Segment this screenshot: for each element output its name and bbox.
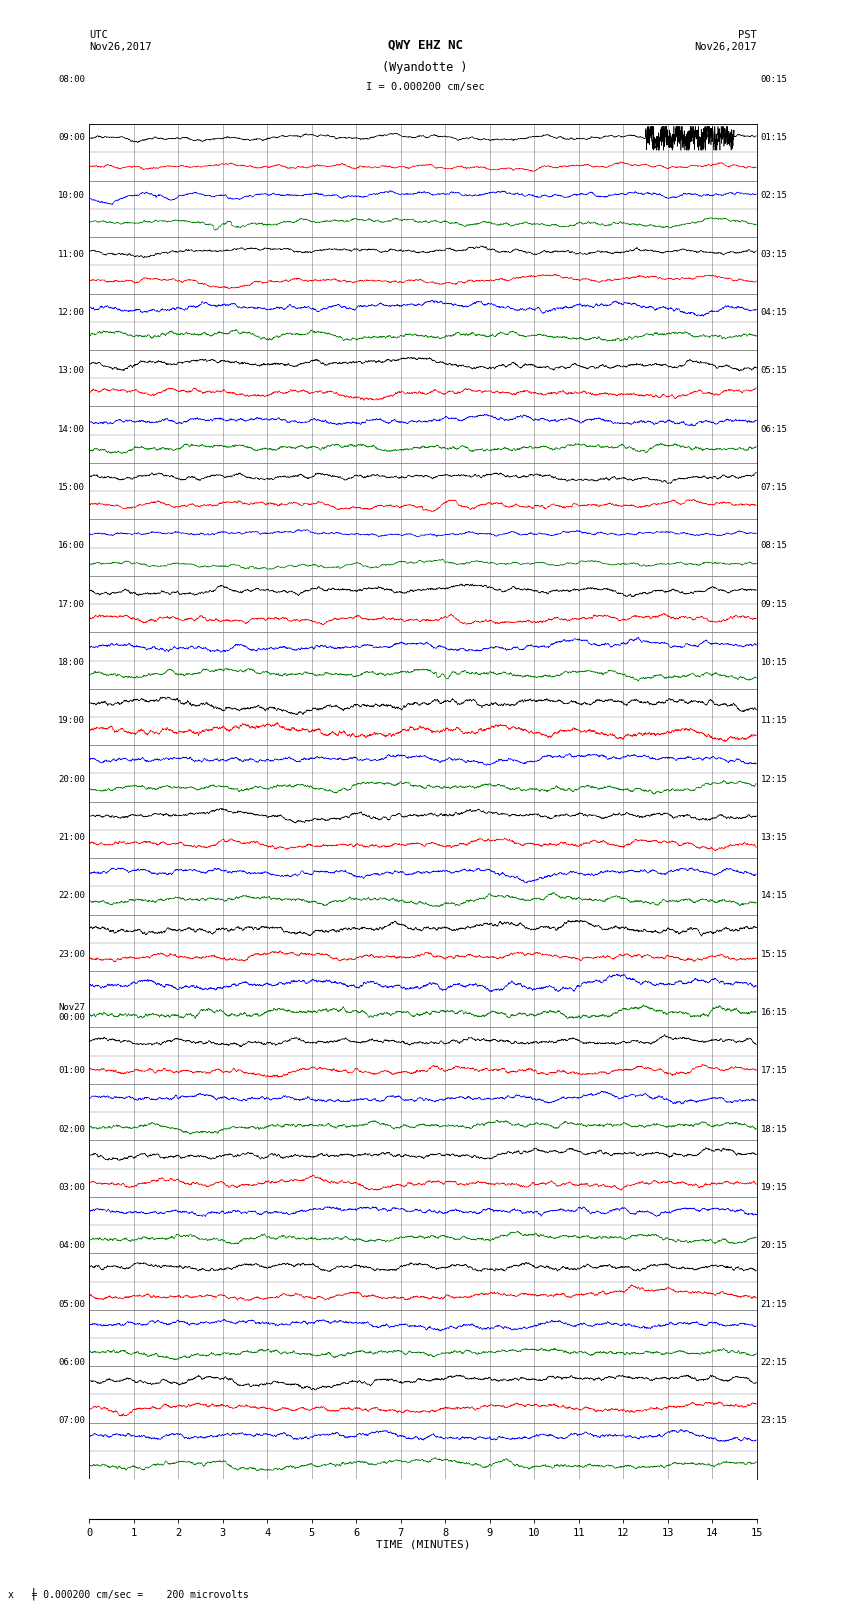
Text: 10:15: 10:15 <box>761 658 788 666</box>
Text: 01:15: 01:15 <box>761 132 788 142</box>
Text: 19:00: 19:00 <box>58 716 85 726</box>
Text: 16:00: 16:00 <box>58 542 85 550</box>
Text: 22:00: 22:00 <box>58 892 85 900</box>
Text: 02:00: 02:00 <box>58 1124 85 1134</box>
Text: 12:00: 12:00 <box>58 308 85 316</box>
Text: 05:15: 05:15 <box>761 366 788 376</box>
Text: 20:00: 20:00 <box>58 774 85 784</box>
Text: 14:15: 14:15 <box>761 892 788 900</box>
Text: 18:00: 18:00 <box>58 658 85 666</box>
Text: 23:15: 23:15 <box>761 1416 788 1426</box>
Text: x   = 0.000200 cm/sec =    200 microvolts: x = 0.000200 cm/sec = 200 microvolts <box>8 1590 249 1600</box>
Text: 07:15: 07:15 <box>761 482 788 492</box>
Text: 15:00: 15:00 <box>58 482 85 492</box>
Text: 08:00: 08:00 <box>58 74 85 84</box>
Text: I = 0.000200 cm/sec: I = 0.000200 cm/sec <box>366 82 484 92</box>
X-axis label: TIME (MINUTES): TIME (MINUTES) <box>376 1540 470 1550</box>
Text: 09:15: 09:15 <box>761 600 788 608</box>
Text: 01:00: 01:00 <box>58 1066 85 1076</box>
Text: 17:00: 17:00 <box>58 600 85 608</box>
Text: 22:15: 22:15 <box>761 1358 788 1366</box>
Text: 00:15: 00:15 <box>761 74 788 84</box>
Text: 18:15: 18:15 <box>761 1124 788 1134</box>
Text: 07:00: 07:00 <box>58 1416 85 1426</box>
Text: 15:15: 15:15 <box>761 950 788 958</box>
Text: 21:00: 21:00 <box>58 832 85 842</box>
Text: 08:15: 08:15 <box>761 542 788 550</box>
Text: UTC
Nov26,2017: UTC Nov26,2017 <box>89 31 152 52</box>
Text: PST
Nov26,2017: PST Nov26,2017 <box>694 31 756 52</box>
Text: 13:15: 13:15 <box>761 832 788 842</box>
Text: 23:00: 23:00 <box>58 950 85 958</box>
Text: 03:15: 03:15 <box>761 250 788 258</box>
Text: 06:15: 06:15 <box>761 424 788 434</box>
Text: 05:00: 05:00 <box>58 1300 85 1308</box>
Text: (Wyandotte ): (Wyandotte ) <box>382 61 468 74</box>
Text: 09:00: 09:00 <box>58 132 85 142</box>
Text: 12:15: 12:15 <box>761 774 788 784</box>
Text: QWY EHZ NC: QWY EHZ NC <box>388 39 462 52</box>
Text: 04:00: 04:00 <box>58 1242 85 1250</box>
Text: 16:15: 16:15 <box>761 1008 788 1016</box>
Text: 14:00: 14:00 <box>58 424 85 434</box>
Text: 11:15: 11:15 <box>761 716 788 726</box>
Text: Nov27
00:00: Nov27 00:00 <box>58 1003 85 1023</box>
Text: 04:15: 04:15 <box>761 308 788 316</box>
Text: 20:15: 20:15 <box>761 1242 788 1250</box>
Text: 21:15: 21:15 <box>761 1300 788 1308</box>
Text: 06:00: 06:00 <box>58 1358 85 1366</box>
Text: 19:15: 19:15 <box>761 1182 788 1192</box>
Text: 17:15: 17:15 <box>761 1066 788 1076</box>
Text: |: | <box>30 1587 37 1600</box>
Text: 13:00: 13:00 <box>58 366 85 376</box>
Text: 03:00: 03:00 <box>58 1182 85 1192</box>
Text: 02:15: 02:15 <box>761 192 788 200</box>
Text: 11:00: 11:00 <box>58 250 85 258</box>
Text: 10:00: 10:00 <box>58 192 85 200</box>
